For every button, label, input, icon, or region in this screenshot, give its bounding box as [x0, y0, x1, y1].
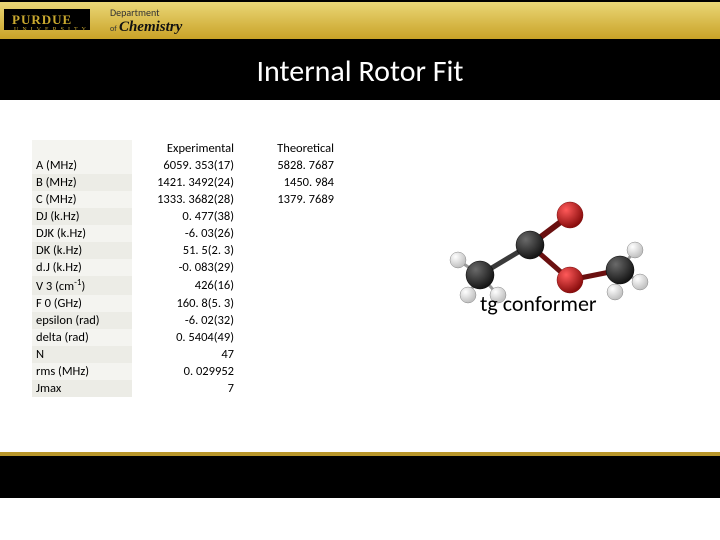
slide: PURDUE UNIVERSITY Department of Chemistr… — [0, 0, 720, 540]
row-experimental: 0. 029952 — [132, 363, 242, 380]
table-row: C (MHz)1333. 3682(28)1379. 7689 — [32, 191, 342, 208]
row-experimental: -6. 02(32) — [132, 312, 242, 329]
row-theoretical: 1379. 7689 — [242, 191, 342, 208]
atom-C3 — [606, 256, 634, 284]
row-experimental: 1333. 3682(28) — [132, 191, 242, 208]
row-theoretical — [242, 225, 342, 242]
atom-C1 — [466, 261, 494, 289]
atom-H5 — [632, 274, 648, 290]
university-logo: PURDUE UNIVERSITY — [4, 9, 90, 33]
row-label: DK (k.Hz) — [32, 242, 132, 259]
atom-O1 — [557, 202, 583, 228]
department-block: Department of Chemistry — [110, 6, 182, 36]
row-theoretical — [242, 259, 342, 276]
row-theoretical — [242, 312, 342, 329]
row-experimental: 47 — [132, 346, 242, 363]
row-theoretical: 1450. 984 — [242, 174, 342, 191]
table-row: F 0 (GHz)160. 8(5. 3) — [32, 295, 342, 312]
table-header-row: Experimental Theoretical — [32, 140, 342, 157]
row-label: V 3 (cm-1) — [32, 276, 132, 295]
atom-C2 — [516, 231, 544, 259]
table-row: B (MHz)1421. 3492(24)1450. 984 — [32, 174, 342, 191]
dept-prefix: Department — [110, 6, 159, 19]
row-theoretical — [242, 380, 342, 397]
row-experimental: 1421. 3492(24) — [132, 174, 242, 191]
dept-of: of — [110, 24, 117, 34]
row-label: B (MHz) — [32, 174, 132, 191]
table-row: V 3 (cm-1)426(16) — [32, 276, 342, 295]
table-row: A (MHz)6059. 353(17)5828. 7687 — [32, 157, 342, 174]
footer-bar — [0, 456, 720, 498]
table-row: Jmax7 — [32, 380, 342, 397]
row-experimental: 7 — [132, 380, 242, 397]
row-label: epsilon (rad) — [32, 312, 132, 329]
table-row: DJ (k.Hz)0. 477(38) — [32, 208, 342, 225]
header-theoretical: Theoretical — [242, 140, 342, 157]
row-theoretical — [242, 346, 342, 363]
molecule-diagram — [420, 160, 680, 360]
row-label: A (MHz) — [32, 157, 132, 174]
atom-H1 — [450, 252, 466, 268]
atom-H4 — [627, 242, 643, 258]
row-experimental: 6059. 353(17) — [132, 157, 242, 174]
conformer-label: tg conformer — [480, 290, 597, 317]
row-label: delta (rad) — [32, 329, 132, 346]
row-label: DJK (k.Hz) — [32, 225, 132, 242]
atom-H2 — [460, 287, 476, 303]
dept-name: Chemistry — [119, 19, 182, 35]
row-theoretical — [242, 295, 342, 312]
row-label: rms (MHz) — [32, 363, 132, 380]
row-theoretical: 5828. 7687 — [242, 157, 342, 174]
table-row: N47 — [32, 346, 342, 363]
row-experimental: 0. 5404(49) — [132, 329, 242, 346]
row-label: N — [32, 346, 132, 363]
row-experimental: 426(16) — [132, 276, 242, 295]
rotor-fit-table: Experimental Theoretical A (MHz)6059. 35… — [32, 140, 342, 397]
table-row: d.J (k.Hz)-0. 083(29) — [32, 259, 342, 276]
row-label: F 0 (GHz) — [32, 295, 132, 312]
title-band: Internal Rotor Fit — [0, 42, 720, 100]
table-row: rms (MHz)0. 029952 — [32, 363, 342, 380]
row-experimental: 160. 8(5. 3) — [132, 295, 242, 312]
header-blank — [32, 140, 132, 157]
row-theoretical — [242, 242, 342, 259]
row-label: d.J (k.Hz) — [32, 259, 132, 276]
table-row: DJK (k.Hz)-6. 03(26) — [32, 225, 342, 242]
header-bar: PURDUE UNIVERSITY Department of Chemistr… — [0, 0, 720, 42]
row-label: Jmax — [32, 380, 132, 397]
row-label: C (MHz) — [32, 191, 132, 208]
row-theoretical — [242, 329, 342, 346]
university-sub: UNIVERSITY — [4, 27, 90, 33]
row-experimental: 0. 477(38) — [132, 208, 242, 225]
row-experimental: -6. 03(26) — [132, 225, 242, 242]
page-title: Internal Rotor Fit — [257, 53, 464, 90]
table-row: epsilon (rad)-6. 02(32) — [32, 312, 342, 329]
content-area: Experimental Theoretical A (MHz)6059. 35… — [0, 100, 720, 498]
row-label: DJ (k.Hz) — [32, 208, 132, 225]
row-theoretical — [242, 363, 342, 380]
row-experimental: -0. 083(29) — [132, 259, 242, 276]
row-experimental: 51. 5(2. 3) — [132, 242, 242, 259]
table-row: DK (k.Hz)51. 5(2. 3) — [32, 242, 342, 259]
row-theoretical — [242, 208, 342, 225]
table-row: delta (rad)0. 5404(49) — [32, 329, 342, 346]
header-experimental: Experimental — [132, 140, 242, 157]
row-theoretical — [242, 276, 342, 295]
atom-H6 — [607, 284, 623, 300]
